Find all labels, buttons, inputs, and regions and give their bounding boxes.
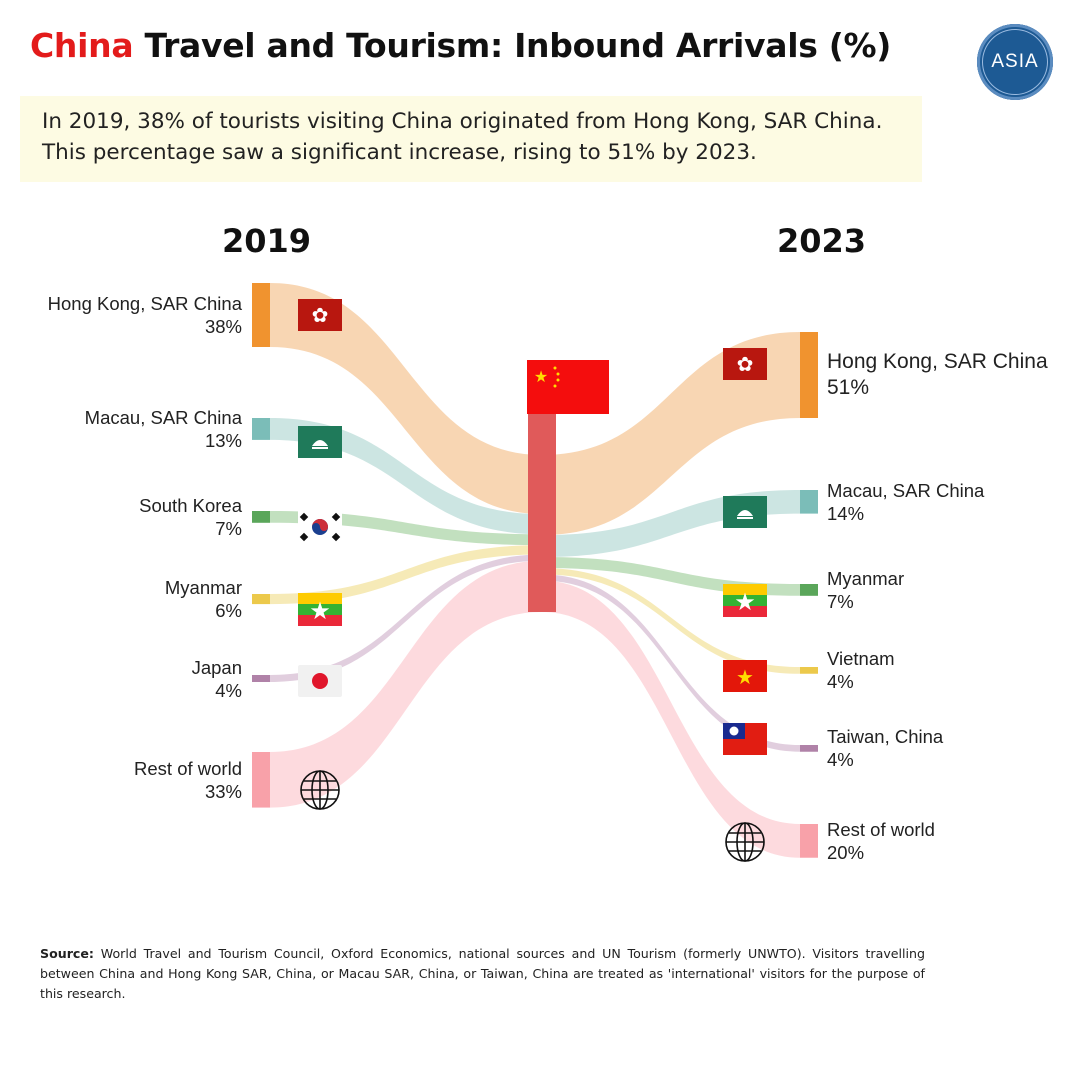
node-percent: 4% <box>827 671 854 693</box>
svg-text:★: ★ <box>734 589 756 616</box>
japan-flag-icon <box>298 665 342 697</box>
left-node <box>252 594 270 605</box>
svg-text:★: ★ <box>736 667 754 689</box>
flow-right-3 <box>542 568 800 674</box>
taiwan-flag-icon <box>723 723 767 755</box>
vietnam-flag-icon: ★ <box>723 660 767 692</box>
flow-left-4 <box>270 554 542 682</box>
node-percent: 38% <box>204 316 242 337</box>
right-node <box>800 667 818 674</box>
node-percent: 7% <box>827 590 854 612</box>
node-name: Macau, SAR China <box>827 479 985 501</box>
svg-text:★: ★ <box>309 598 331 625</box>
right-node-label: Macau, SAR China 14% <box>827 479 984 525</box>
node-name: Myanmar <box>164 577 242 599</box>
right-node <box>800 824 818 858</box>
flows <box>270 283 800 858</box>
south-korea-flag-icon <box>298 511 342 543</box>
source-label: Source: <box>40 946 94 961</box>
node-name: Rest of world <box>827 818 935 840</box>
node-name: Vietnam <box>827 648 895 670</box>
svg-text:✿: ✿ <box>312 305 329 327</box>
page-title: China Travel and Tourism: Inbound Arriva… <box>30 26 891 65</box>
node-percent: 14% <box>827 502 865 524</box>
source-note: Source: World Travel and Tourism Council… <box>40 944 925 1004</box>
right-node-label: Myanmar 7% <box>827 567 904 613</box>
node-name: Hong Kong, SAR China <box>827 350 1048 373</box>
node-name: South Korea <box>139 494 242 516</box>
svg-text:✿: ✿ <box>737 354 754 376</box>
flow-left-5 <box>270 560 542 808</box>
right-year-label: 2023 <box>777 222 867 260</box>
title-rest: Travel and Tourism: Inbound Arrivals (%) <box>133 26 892 65</box>
node-percent: 51% <box>827 376 870 399</box>
right-node <box>800 745 818 752</box>
node-percent: 4% <box>215 679 242 701</box>
node-percent: 20% <box>827 841 865 863</box>
left-year-label: 2019 <box>222 222 312 260</box>
node-name: Myanmar <box>827 567 905 589</box>
left-node <box>252 283 270 347</box>
right-node <box>800 490 818 514</box>
globe-flag-icon <box>725 822 765 862</box>
left-node-label: Rest of world 33% <box>134 757 242 803</box>
node-name: Taiwan, China <box>827 726 944 748</box>
macau-flag-icon <box>298 426 342 458</box>
node-percent: 13% <box>204 429 242 451</box>
flow-right-0 <box>542 332 800 536</box>
source-text: World Travel and Tourism Council, Oxford… <box>40 946 925 1001</box>
china-flag-icon: ★ <box>527 360 609 414</box>
right-node <box>800 584 818 596</box>
node-percent: 6% <box>215 600 242 622</box>
asia-logo: ASIA <box>977 24 1053 100</box>
globe-flag-icon <box>300 770 340 810</box>
macau-flag-icon <box>723 496 767 528</box>
node-percent: 4% <box>827 749 854 771</box>
flow-right-5 <box>542 580 800 858</box>
left-node-label: Myanmar 6% <box>165 576 242 622</box>
left-node <box>252 511 270 523</box>
left-node-label: Macau, SAR China 13% <box>85 406 242 452</box>
china-center-node <box>528 414 556 612</box>
right-node-label: Rest of world 20% <box>827 818 935 864</box>
myanmar-flag-icon: ★ <box>723 584 767 617</box>
flow-left-3 <box>270 545 542 605</box>
flags: ✿ ★ ✿ ★ ★ ★ <box>298 299 767 862</box>
node-percent: 7% <box>215 517 242 539</box>
node-name: Rest of world <box>134 757 242 779</box>
node-percent: 33% <box>204 780 242 802</box>
node-name: Hong Kong, SAR China <box>47 293 242 314</box>
left-node-label: South Korea 7% <box>139 494 242 540</box>
right-node-label: Hong Kong, SAR China 51% <box>827 349 1048 401</box>
left-node <box>252 418 270 440</box>
right-node-label: Vietnam 4% <box>827 647 895 693</box>
left-node <box>252 752 270 808</box>
summary-callout: In 2019, 38% of tourists visiting China … <box>20 96 922 182</box>
left-node <box>252 675 270 682</box>
flow-left-0 <box>270 283 542 515</box>
flow-right-4 <box>542 574 800 752</box>
left-node-label: Japan 4% <box>192 656 242 702</box>
hong-kong-flag-icon: ✿ <box>723 348 767 380</box>
svg-text:★: ★ <box>534 369 548 386</box>
logo-text: ASIA <box>991 51 1039 72</box>
left-node-label: Hong Kong, SAR China 38% <box>48 292 242 338</box>
callout-text: In 2019, 38% of tourists visiting China … <box>42 109 883 165</box>
node-name: Macau, SAR China <box>84 406 242 428</box>
right-node-label: Taiwan, China 4% <box>827 725 943 771</box>
myanmar-flag-icon: ★ <box>298 593 342 626</box>
node-name: Japan <box>191 656 242 678</box>
hong-kong-flag-icon: ✿ <box>298 299 342 331</box>
right-node <box>800 332 818 418</box>
title-highlight: China <box>30 26 134 65</box>
